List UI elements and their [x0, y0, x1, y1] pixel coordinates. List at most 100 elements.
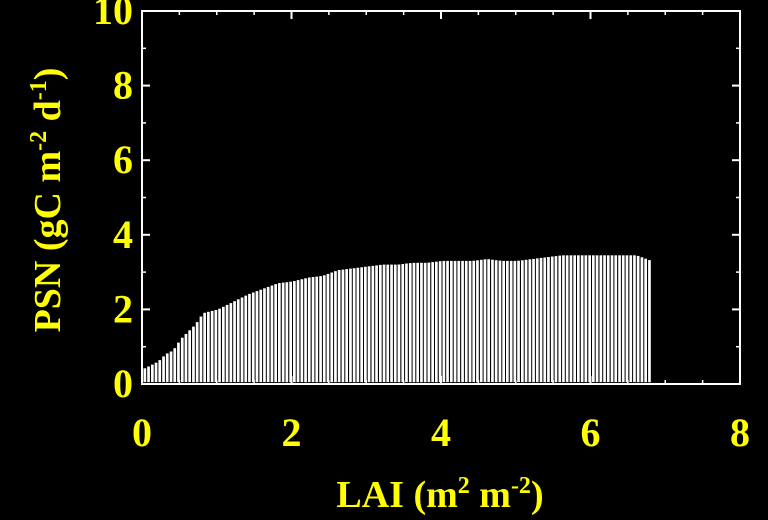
- data-point-column: [565, 255, 569, 383]
- data-point-column: [337, 270, 341, 383]
- data-point-column: [468, 260, 472, 383]
- data-point-column: [319, 276, 322, 383]
- data-point-column: [532, 258, 535, 383]
- data-point-column: [509, 260, 513, 383]
- data-point-column: [379, 264, 382, 383]
- data-point-column: [375, 265, 378, 383]
- data-point-column: [595, 255, 599, 383]
- x-tick-label: 0: [132, 410, 152, 455]
- data-point-column: [162, 356, 165, 383]
- data-point-column: [450, 260, 453, 383]
- data-point-column: [644, 258, 647, 383]
- y-tick-label: 6: [113, 137, 133, 182]
- data-point-column: [300, 279, 304, 383]
- data-point-column: [487, 259, 490, 383]
- data-point-column: [151, 364, 154, 383]
- data-point-column: [494, 260, 498, 383]
- data-point-column: [304, 278, 307, 383]
- data-point-column: [506, 260, 509, 383]
- data-point-column: [401, 264, 405, 383]
- data-point-column: [606, 255, 610, 383]
- data-point-column: [584, 255, 588, 383]
- data-point-column: [222, 306, 225, 383]
- data-point-column: [367, 266, 371, 383]
- y-tick-label: 10: [93, 0, 133, 33]
- data-point-column: [513, 260, 517, 383]
- data-point-column: [315, 276, 319, 383]
- data-point-column: [307, 277, 311, 383]
- data-point-column: [281, 282, 285, 383]
- data-point-column: [236, 299, 240, 383]
- data-point-column: [427, 262, 431, 383]
- data-point-column: [169, 351, 173, 383]
- data-point-column: [255, 291, 259, 383]
- data-point-column: [603, 255, 606, 383]
- data-point-column: [558, 255, 562, 383]
- data-point-column: [218, 308, 221, 383]
- data-point-column: [296, 280, 300, 383]
- x-tick-label: 4: [431, 410, 451, 455]
- data-point-column: [356, 267, 360, 383]
- data-point-column: [412, 262, 416, 383]
- data-point-column: [408, 263, 412, 383]
- y-tick-labels: 0 2 4 6 8 10: [93, 0, 133, 406]
- data-point-column: [483, 259, 487, 383]
- data-point-column: [244, 295, 248, 383]
- data-point-column: [225, 304, 229, 383]
- data-point-column: [517, 260, 520, 383]
- data-point-column: [554, 256, 558, 383]
- data-point-column: [524, 259, 528, 383]
- data-point-column: [240, 297, 244, 383]
- data-point-column: [479, 259, 483, 383]
- data-point-column: [535, 258, 539, 383]
- data-point-column: [158, 360, 162, 383]
- data-point-column: [188, 330, 191, 383]
- data-point-column: [233, 301, 236, 383]
- x-tick-label: 2: [282, 410, 302, 455]
- data-point-column: [390, 264, 393, 383]
- data-point-column: [143, 368, 147, 383]
- data-point-column: [420, 262, 423, 383]
- data-point-column: [259, 289, 263, 383]
- data-point-column: [614, 255, 618, 383]
- data-point-column: [334, 271, 337, 383]
- data-point-column: [491, 259, 494, 383]
- data-point-column: [580, 255, 584, 383]
- data-point-column: [599, 255, 603, 383]
- data-point-column: [457, 260, 461, 383]
- data-point-column: [393, 264, 397, 383]
- data-point-column: [360, 267, 363, 383]
- x-tick-label: 6: [581, 410, 601, 455]
- data-point-column: [640, 257, 644, 383]
- data-point-column: [285, 282, 289, 383]
- data-point-column: [423, 262, 427, 383]
- data-point-column: [453, 260, 457, 383]
- data-point-column: [464, 260, 468, 383]
- x-tick-labels: 0 2 4 6 8: [132, 410, 750, 455]
- data-point-column: [147, 366, 150, 383]
- y-tick-label: 0: [113, 361, 133, 406]
- data-point-column: [326, 273, 330, 383]
- data-point-column: [442, 260, 446, 383]
- data-point-column: [461, 260, 464, 383]
- data-point-column: [293, 281, 296, 383]
- data-point-column: [195, 322, 199, 383]
- y-tick-label: 2: [113, 286, 133, 331]
- data-point-column: [543, 257, 547, 383]
- data-point-column: [345, 269, 348, 383]
- data-point-column: [588, 255, 591, 383]
- data-point-column: [184, 334, 188, 383]
- data-point-column: [322, 275, 326, 383]
- data-point-column: [435, 261, 438, 383]
- x-axis-title: LAI (m2 m-2): [336, 473, 543, 516]
- data-point-column: [165, 353, 169, 383]
- data-point-column: [550, 256, 554, 383]
- data-point-column: [625, 255, 629, 383]
- data-point-column: [562, 255, 565, 383]
- data-point-column: [199, 316, 203, 383]
- x-tick-label: 8: [730, 410, 750, 455]
- y-tick-label: 4: [113, 212, 133, 257]
- data-point-column: [289, 281, 292, 383]
- data-point-column: [405, 263, 408, 383]
